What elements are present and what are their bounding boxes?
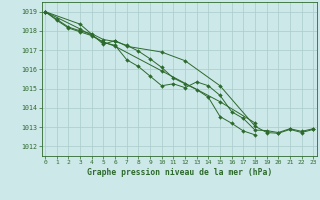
X-axis label: Graphe pression niveau de la mer (hPa): Graphe pression niveau de la mer (hPa) — [87, 168, 272, 177]
